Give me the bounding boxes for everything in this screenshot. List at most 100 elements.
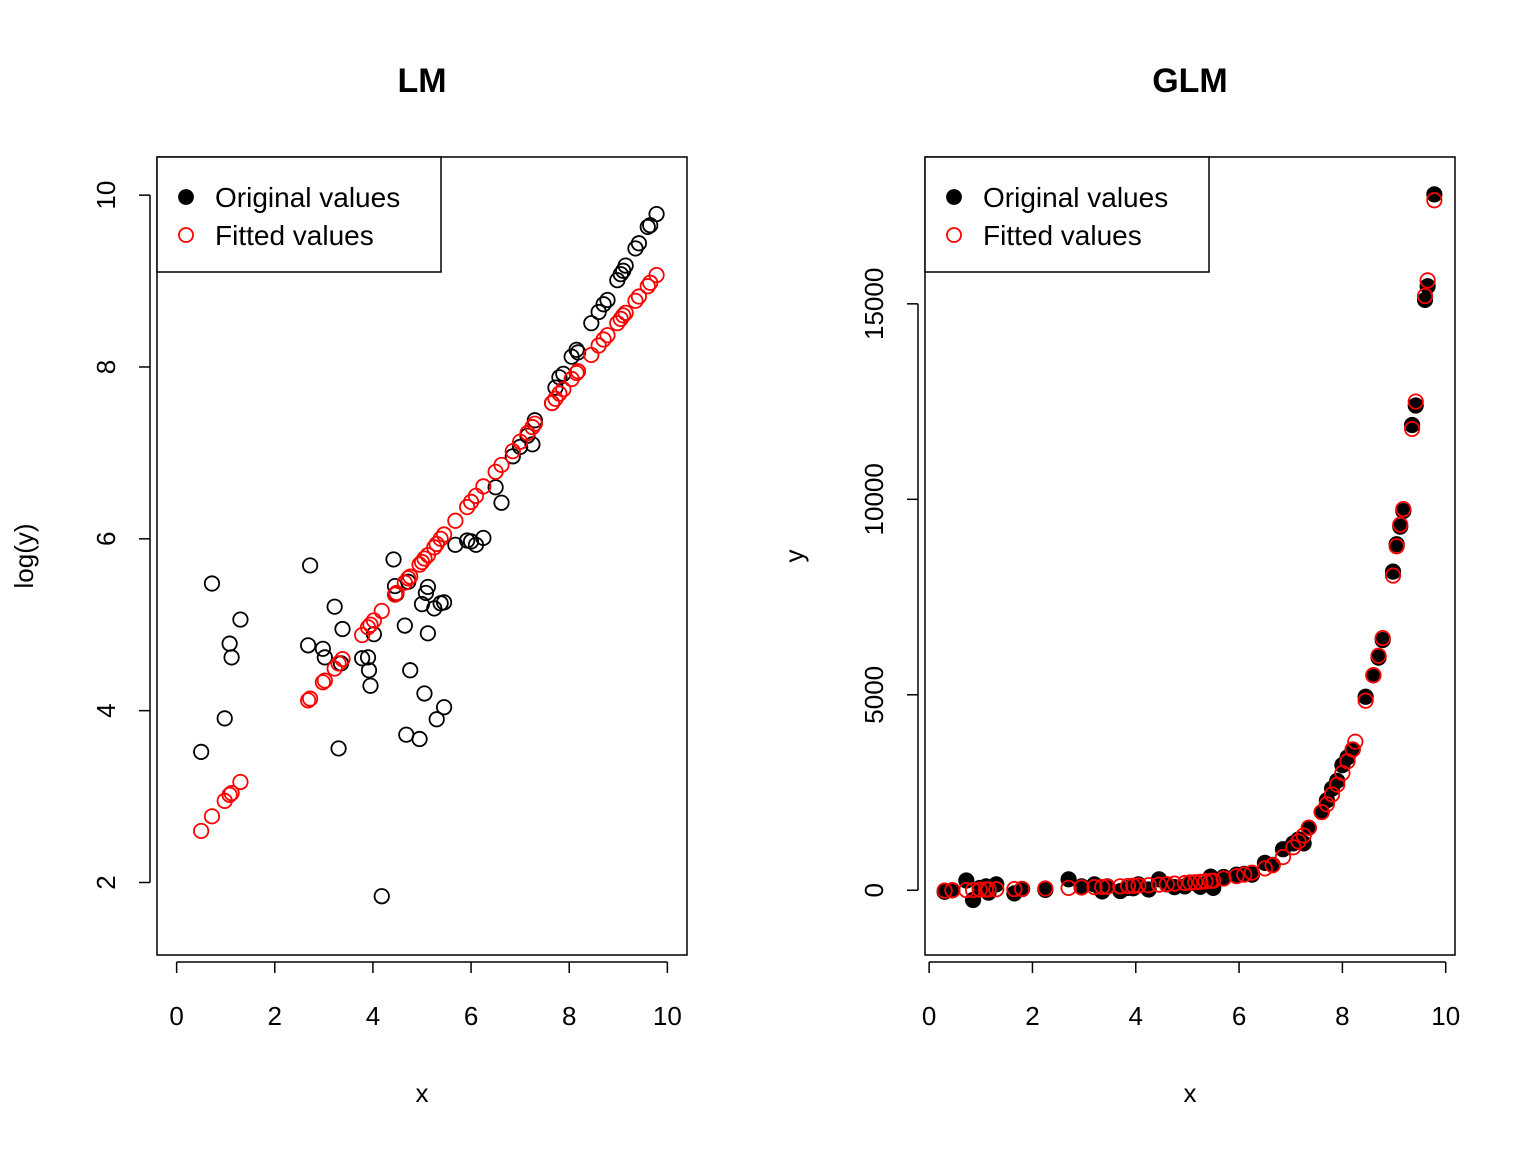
lm-title: LM	[397, 62, 446, 100]
lm-x-tick-label: 2	[268, 1001, 282, 1031]
lm-point-original	[627, 240, 644, 257]
glm-point-fitted	[1228, 868, 1245, 885]
glm-point-fitted	[1285, 839, 1302, 856]
lm-point-fitted	[334, 651, 351, 668]
lm-x-tick-label: 6	[464, 1001, 478, 1031]
lm-point-fitted	[475, 478, 492, 495]
lm-legend-original-label: Original values	[215, 182, 400, 213]
glm-point-fitted	[1197, 873, 1214, 890]
glm-point-fitted	[1300, 819, 1317, 836]
lm-plot-frame	[156, 156, 688, 956]
glm-point-fitted	[1388, 538, 1405, 555]
glm-y-tick-label: 0	[859, 883, 889, 897]
lm-point-fitted	[193, 822, 210, 840]
lm-point-fitted	[386, 586, 404, 603]
lm-point-original	[462, 533, 480, 550]
glm-point-fitted	[1060, 879, 1077, 897]
lm-point-original	[300, 637, 317, 654]
lm-point-original	[330, 740, 347, 757]
glm-point-fitted	[1347, 733, 1364, 750]
glm-point-fitted	[964, 881, 982, 899]
glm-point-fitted	[1407, 393, 1424, 410]
lm-y-tick-label: 6	[91, 532, 121, 546]
glm-point-fitted	[1290, 833, 1307, 850]
glm-point-fitted	[1404, 420, 1421, 438]
lm-point-fitted	[330, 655, 347, 672]
lm-point-original	[362, 677, 379, 694]
lm-point-fitted	[583, 346, 600, 364]
lm-point-fitted	[314, 674, 331, 691]
lm-point-fitted	[365, 612, 383, 629]
glm-x-tick-label: 10	[1431, 1001, 1460, 1031]
lm-x-axis: 0 2 4 6 8 10	[169, 961, 682, 1031]
lm-point-original	[612, 266, 629, 283]
glm-point-fitted	[1187, 874, 1204, 891]
lm-x-axis-label: x	[416, 1078, 429, 1108]
glm-point-fitted	[1215, 870, 1232, 887]
lm-point-fitted	[300, 692, 317, 709]
lm-point-fitted	[400, 570, 417, 587]
lm-point-original	[221, 635, 238, 652]
lm-point-fitted	[627, 292, 644, 309]
lm-point-fitted	[388, 584, 405, 602]
lm-legend: Original values Fitted values	[156, 156, 442, 273]
glm-point-fitted	[1181, 874, 1199, 891]
lm-point-fitted	[555, 381, 572, 398]
lm-point-original	[359, 649, 377, 666]
glm-point-fitted	[1192, 873, 1209, 890]
lm-point-fitted	[223, 785, 240, 802]
lm-point-original	[334, 620, 351, 638]
glm-point-fitted	[1094, 878, 1111, 896]
lm-point-original	[487, 479, 504, 496]
glm-x-tick-label: 0	[922, 1001, 936, 1031]
lm-point-fitted	[551, 385, 568, 402]
glm-legend-box	[924, 156, 1210, 273]
glm-point-fitted	[1140, 877, 1157, 894]
glm-point-fitted	[936, 882, 953, 899]
lm-x-tick-label: 10	[653, 1001, 682, 1031]
glm-point-fitted	[1264, 857, 1281, 874]
lm-point-original	[193, 743, 210, 760]
lm-point-fitted	[416, 550, 433, 567]
lm-point-fitted	[459, 498, 476, 516]
lm-point-original	[302, 557, 319, 574]
glm-legend-original-label: Original values	[983, 182, 1168, 213]
lm-point-original	[435, 699, 453, 716]
glm-y-axis-label: y	[779, 550, 809, 563]
glm-x-tick-label: 8	[1335, 1001, 1349, 1031]
lm-point-original	[555, 365, 572, 382]
glm-point-original	[1407, 397, 1424, 414]
glm-point-fitted	[1426, 192, 1443, 209]
glm-point-fitted	[1395, 500, 1412, 518]
glm-point-fitted	[971, 881, 988, 898]
lm-point-original	[316, 649, 333, 666]
glm-plot-frame	[924, 156, 1456, 956]
glm-point-original	[1426, 186, 1443, 203]
lm-point-fitted	[302, 690, 319, 707]
glm-x-tick-label: 4	[1129, 1001, 1143, 1031]
glm-point-fitted	[1236, 866, 1253, 883]
lm-point-fitted	[526, 415, 543, 432]
glm-point-fitted	[1416, 287, 1434, 305]
glm-point-fitted	[988, 881, 1005, 898]
glm-point-fitted	[1086, 879, 1103, 896]
lm-point-fitted	[630, 288, 648, 305]
glm-point-original	[1384, 563, 1402, 580]
lm-point-original	[373, 888, 390, 905]
lm-y-tick-label: 2	[91, 875, 121, 889]
glm-point-original	[1060, 871, 1077, 888]
glm-point-fitted	[1037, 880, 1054, 897]
glm-title: GLM	[1152, 62, 1228, 100]
lm-point-original	[419, 625, 436, 642]
lm-point-original	[617, 257, 634, 274]
glm-point-fitted	[1119, 877, 1137, 895]
lm-point-original	[493, 494, 510, 511]
lm-point-fitted	[639, 278, 656, 295]
glm-point-original	[1419, 278, 1436, 295]
glm-point-fitted	[1374, 629, 1391, 647]
lm-point-original	[648, 205, 665, 223]
glm-point-fitted	[1205, 872, 1222, 889]
glm-y-tick-label: 5000	[859, 666, 889, 724]
lm-x-tick-label: 8	[562, 1001, 576, 1031]
lm-point-original	[435, 594, 453, 611]
